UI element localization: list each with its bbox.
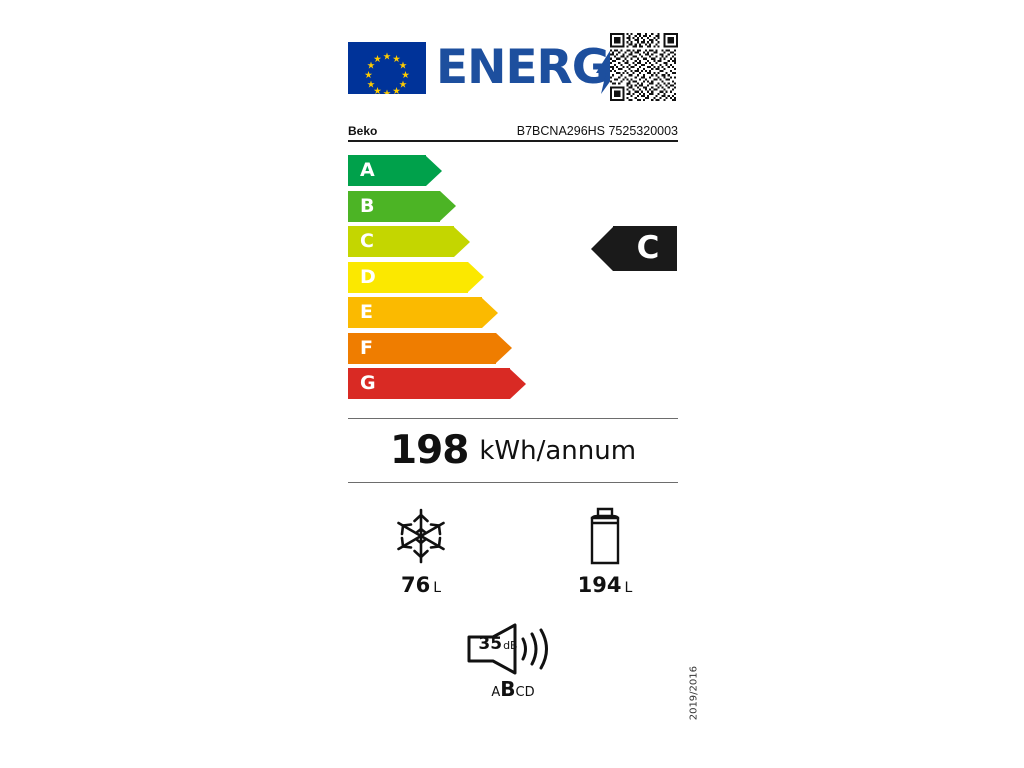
energy-consumption: 198 kWh/annum	[348, 418, 678, 483]
grade-bar: F	[348, 332, 678, 364]
grade-bar-tip	[482, 297, 498, 328]
grade-letter: A	[360, 159, 375, 181]
regulation-reference: 2019/2016	[688, 666, 699, 721]
fridge-compartment: 194 L	[555, 505, 655, 597]
grade-bar: E	[348, 297, 678, 328]
grade-bar: G	[348, 368, 678, 399]
noise-unit: dB	[503, 639, 518, 652]
grade-row-f: F	[348, 332, 678, 364]
label-header: ENERG	[348, 30, 678, 102]
noise-db-label: 35dB	[475, 636, 521, 653]
grade-letter: F	[360, 336, 373, 359]
grade-letter: C	[360, 230, 374, 252]
rating-letter: C	[636, 230, 660, 266]
brand-name: Beko	[348, 124, 378, 138]
fridge-volume: 194 L	[555, 573, 655, 597]
freezer-volume-unit: L	[433, 580, 442, 596]
grade-row-e: E	[348, 297, 678, 328]
grade-bar-body: B	[348, 190, 440, 222]
compartment-section: 76 L 194 L	[348, 505, 678, 597]
rating-box: C	[613, 226, 677, 271]
freezer-volume-value: 76	[400, 573, 431, 597]
noise-classes-after: CD	[515, 685, 535, 700]
grade-bar-tip	[440, 191, 456, 221]
grade-bar-body: E	[348, 297, 482, 328]
energ-wordmark: ENERG	[436, 40, 610, 95]
grade-bar-body: D	[348, 261, 468, 293]
grade-bar-tip	[468, 262, 484, 292]
grade-letter: E	[360, 301, 373, 323]
grade-letter: B	[360, 194, 375, 217]
grade-bar-body: G	[348, 368, 510, 399]
grade-bar-tip	[510, 368, 526, 399]
grade-bar-tip	[496, 333, 512, 363]
noise-value: 35	[478, 634, 503, 654]
speaker-icon: 35dB	[465, 623, 561, 675]
grade-bar: C	[348, 226, 678, 257]
grade-bar: B	[348, 190, 678, 222]
grade-bar-body: A	[348, 155, 426, 186]
energy-rating-badge: C	[591, 226, 677, 271]
energy-class-scale: A B C D	[348, 155, 678, 405]
freezer-compartment: 76 L	[371, 505, 471, 597]
qr-code-icon	[610, 33, 678, 101]
grade-row-a: A	[348, 155, 678, 186]
noise-classes-before: A	[491, 685, 501, 700]
grade-bar: D	[348, 261, 678, 293]
energy-label: ENERG	[348, 30, 699, 730]
grade-bar-body: F	[348, 332, 496, 364]
grade-bar-tip	[454, 226, 470, 257]
fridge-volume-unit: L	[624, 580, 633, 596]
consumption-unit: kWh/annum	[479, 435, 637, 466]
model-identifier: B7BCNA296HS 7525320003	[516, 124, 678, 138]
grade-bar-tip	[426, 155, 442, 186]
consumption-value: 198	[389, 428, 469, 473]
noise-class-scale: ABCD	[491, 679, 534, 699]
grade-letter: G	[360, 372, 376, 394]
noise-class-active: B	[500, 677, 516, 701]
grade-row-g: G	[348, 368, 678, 399]
rating-arrow-point	[591, 226, 613, 271]
grade-bar: A	[348, 155, 678, 186]
noise-section: 35dB ABCD	[348, 623, 678, 699]
grade-row-b: B	[348, 190, 678, 222]
brand-model-row: Beko B7BCNA296HS 7525320003	[348, 118, 678, 142]
fresh-food-container-icon	[555, 505, 655, 567]
freezer-volume: 76 L	[371, 573, 471, 597]
snowflake-icon	[371, 505, 471, 567]
grade-letter: D	[360, 265, 376, 288]
grade-row-c: C	[348, 226, 678, 257]
grade-bar-body: C	[348, 226, 454, 257]
fridge-volume-value: 194	[577, 573, 622, 597]
lightning-bolt-icon	[594, 46, 624, 94]
grade-row-d: D	[348, 261, 678, 293]
eu-flag-icon	[348, 42, 426, 94]
